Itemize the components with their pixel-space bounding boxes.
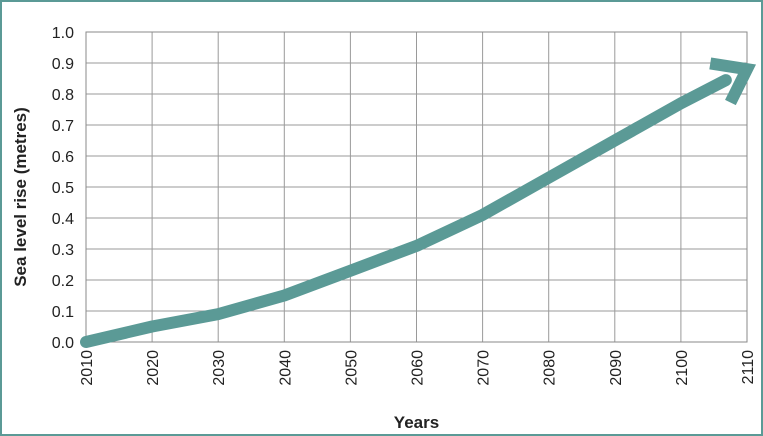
x-tick-label: 2100 <box>674 350 691 386</box>
y-tick-label: 0.8 <box>52 87 74 104</box>
grid <box>85 31 748 343</box>
y-tick-label: 0.6 <box>52 149 74 166</box>
y-tick-label: 0.9 <box>52 56 74 73</box>
y-tick-label: 0.3 <box>52 242 74 259</box>
y-tick-label: 0.2 <box>52 273 74 290</box>
x-tick-label: 2090 <box>608 350 625 386</box>
x-tick-label: 2110 <box>740 350 757 385</box>
y-tick-label: 0.1 <box>52 304 74 321</box>
x-axis-ticks: 2010 2020 2030 2040 2050 2060 2070 2080 2090 2100… <box>79 350 757 386</box>
series-arrowhead <box>709 57 757 106</box>
y-tick-label: 0.5 <box>52 180 74 197</box>
x-tick-label: 2040 <box>277 350 294 386</box>
x-tick-label: 2080 <box>542 350 559 386</box>
y-tick-label: 1.0 <box>52 25 74 42</box>
x-axis-title: Years <box>394 413 439 432</box>
x-tick-label: 2030 <box>211 350 228 386</box>
plot-area <box>85 31 748 343</box>
y-axis-title: Sea level rise (metres) <box>11 107 30 287</box>
x-tick-label: 2010 <box>79 350 96 386</box>
series-line <box>80 74 732 348</box>
x-tick-label: 2060 <box>410 350 427 386</box>
y-axis-ticks: 0.0 0.1 0.2 0.3 0.4 0.5 0.6 0.7 0.8 0.9 1.0 <box>52 25 74 352</box>
series-layer <box>80 57 757 348</box>
x-tick-label: 2070 <box>476 350 493 386</box>
y-tick-label: 0.0 <box>52 335 74 352</box>
x-tick-label: 2020 <box>145 350 162 386</box>
y-tick-label: 0.4 <box>52 211 74 228</box>
x-tick-label: 2050 <box>343 350 360 386</box>
y-tick-label: 0.7 <box>52 118 74 135</box>
